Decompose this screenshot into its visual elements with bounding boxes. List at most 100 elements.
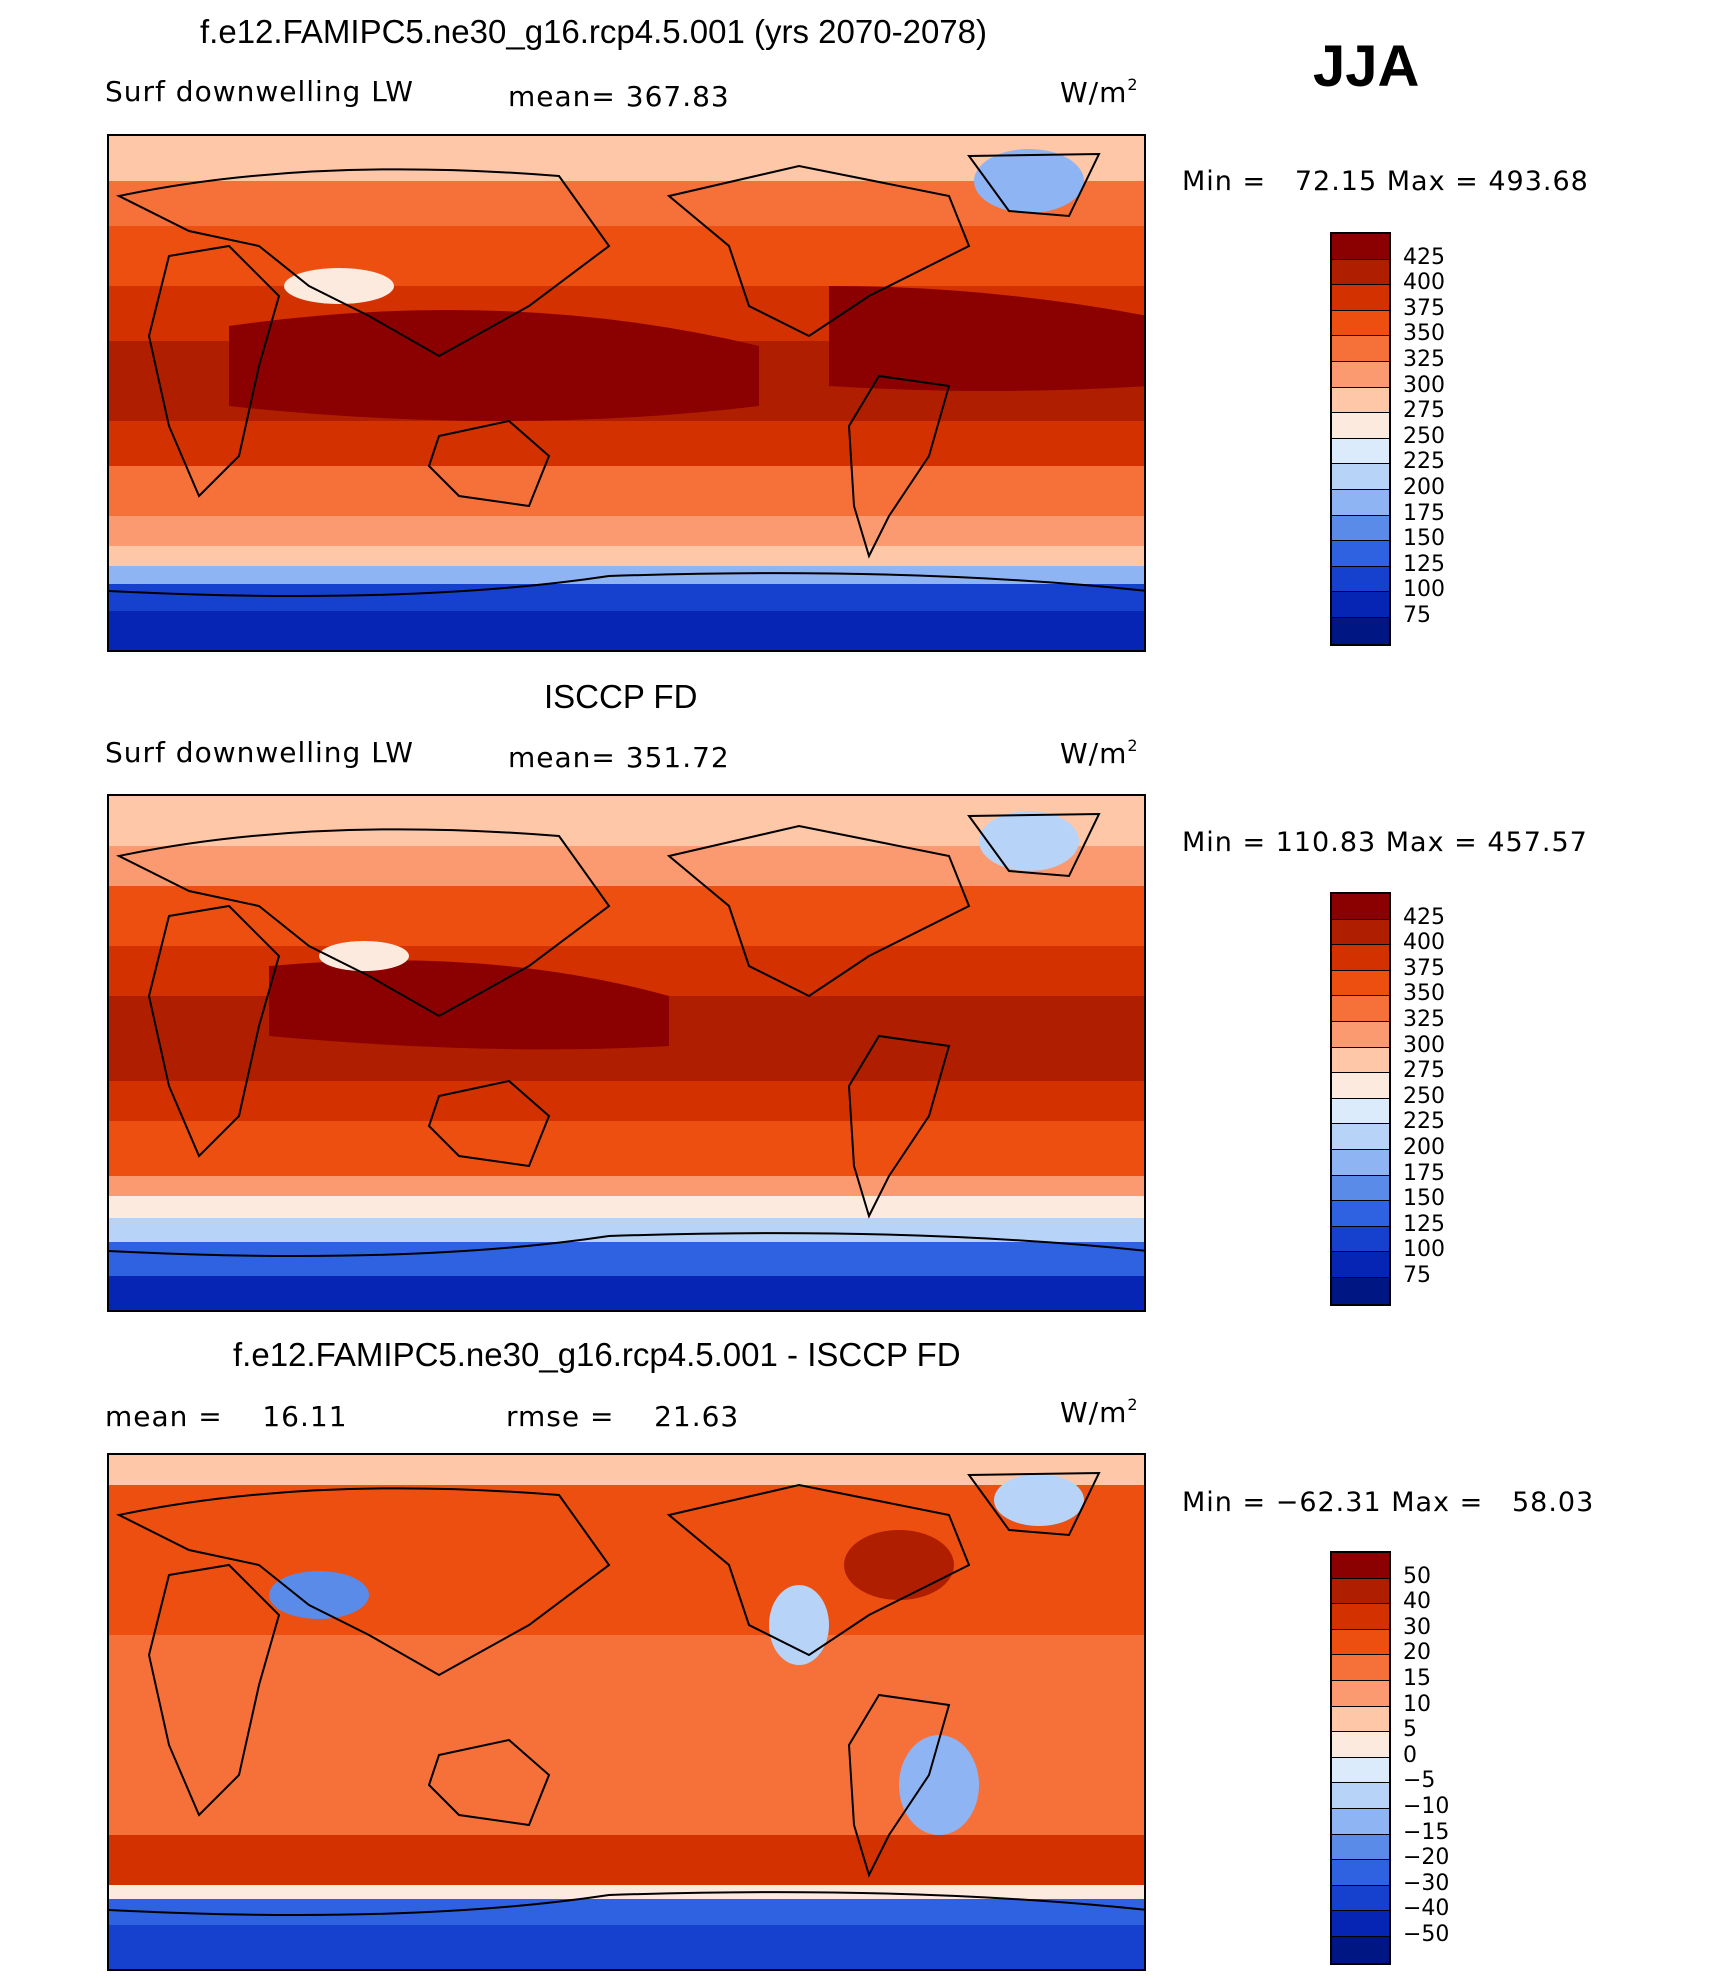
coast-australia bbox=[427, 1079, 551, 1168]
band-antarctic-core bbox=[109, 1925, 1144, 1969]
panel-1-colorbar bbox=[1330, 232, 1391, 646]
colorbar-tick-label: 15 bbox=[1403, 1666, 1431, 1691]
colorbar-box bbox=[1332, 945, 1389, 971]
colorbar-box bbox=[1332, 310, 1389, 337]
colorbar-tick-label: 350 bbox=[1403, 981, 1445, 1007]
colorbar-box bbox=[1332, 387, 1389, 414]
panel-1-map bbox=[107, 134, 1146, 652]
coast-north-america bbox=[666, 1483, 971, 1657]
band-north bbox=[109, 1485, 1144, 1635]
colorbar-tick-label: −40 bbox=[1403, 1896, 1450, 1922]
colorbar-tick-label: 125 bbox=[1403, 551, 1445, 577]
colorbar-tick-label: 300 bbox=[1403, 372, 1445, 398]
colorbar-box bbox=[1332, 259, 1389, 286]
band-tropics-s bbox=[109, 421, 1144, 466]
band-north-high bbox=[109, 846, 1144, 886]
colorbar-tick-label: 375 bbox=[1403, 295, 1445, 321]
band-arctic bbox=[109, 1455, 1144, 1485]
panel-3-mean-label: mean = 16.11 bbox=[105, 1400, 348, 1433]
band-ice-edge bbox=[109, 1885, 1144, 1899]
colorbar-box bbox=[1332, 1201, 1389, 1227]
colorbar-box bbox=[1332, 1783, 1389, 1809]
colorbar-tick-label: 225 bbox=[1403, 1109, 1445, 1135]
coast-australia bbox=[427, 419, 551, 508]
colorbar-box bbox=[1332, 1073, 1389, 1099]
colorbar-box bbox=[1332, 894, 1389, 920]
na-warm-anomaly bbox=[844, 1530, 954, 1600]
panel-3-map bbox=[107, 1453, 1146, 1971]
coast-greenland bbox=[967, 1471, 1101, 1537]
band-antarctic-core bbox=[109, 1276, 1144, 1310]
colorbar-box bbox=[1332, 1885, 1389, 1912]
band-south-high bbox=[109, 1176, 1144, 1196]
colorbar-tick-label: 275 bbox=[1403, 398, 1445, 424]
colorbar-box bbox=[1332, 617, 1389, 644]
colorbar-tick-label: 125 bbox=[1403, 1211, 1445, 1237]
panel-3-minmax: Min = −62.31 Max = 58.03 bbox=[1182, 1487, 1595, 1518]
panel-2-variable-label: Surf downwelling LW bbox=[105, 736, 414, 769]
coast-south-america bbox=[847, 374, 951, 559]
colorbar-tick-label: −30 bbox=[1403, 1870, 1450, 1896]
colorbar-tick-label: 150 bbox=[1403, 1186, 1445, 1212]
panel-1-variable-label: Surf downwelling LW bbox=[105, 75, 414, 108]
colorbar-tick-label: 10 bbox=[1403, 1691, 1431, 1717]
coast-eurasia bbox=[115, 828, 611, 1018]
colorbar-tick-label: 75 bbox=[1403, 603, 1431, 628]
greenland-cold bbox=[974, 149, 1084, 213]
colorbar-tick-label: 175 bbox=[1403, 1160, 1445, 1186]
band-warm-pool bbox=[229, 310, 759, 421]
band-north-mid bbox=[109, 886, 1144, 946]
colorbar-tick-label: 50 bbox=[1403, 1563, 1431, 1589]
colorbar-tick-label: 275 bbox=[1403, 1058, 1445, 1084]
colorbar-box bbox=[1332, 1936, 1389, 1963]
colorbar-box bbox=[1332, 1680, 1389, 1707]
colorbar-tick-label: 325 bbox=[1403, 1007, 1445, 1032]
colorbar-box bbox=[1332, 515, 1389, 542]
colorbar-box bbox=[1332, 1021, 1389, 1048]
colorbar-box bbox=[1332, 1149, 1389, 1176]
colorbar-box bbox=[1332, 1047, 1389, 1074]
coast-antarctica bbox=[109, 1891, 1144, 1916]
panel-1-mean-label: mean= 367.83 bbox=[508, 80, 730, 113]
colorbar-tick-label: 30 bbox=[1403, 1614, 1431, 1640]
colorbar-box bbox=[1332, 1175, 1389, 1202]
season-label: JJA bbox=[1313, 34, 1420, 99]
coast-south-america bbox=[847, 1693, 951, 1878]
colorbar-tick-label: −20 bbox=[1403, 1845, 1450, 1871]
coast-eurasia bbox=[115, 1487, 611, 1677]
colorbar-box bbox=[1332, 541, 1389, 567]
colorbar-box bbox=[1332, 1860, 1389, 1886]
colorbar-box bbox=[1332, 361, 1389, 388]
asia-cold-anomaly bbox=[269, 1571, 369, 1619]
colorbar-box bbox=[1332, 1252, 1389, 1278]
andes-cold-anomaly bbox=[899, 1735, 979, 1835]
colorbar-box bbox=[1332, 1629, 1389, 1656]
coast-greenland bbox=[967, 812, 1101, 878]
colorbar-tick-label: 425 bbox=[1403, 904, 1445, 930]
colorbar-box bbox=[1332, 1124, 1389, 1150]
colorbar-box bbox=[1332, 1578, 1389, 1605]
colorbar-tick-label: 300 bbox=[1403, 1032, 1445, 1058]
panel-2-title: ISCCP FD bbox=[544, 678, 698, 715]
band-north-high bbox=[109, 181, 1144, 226]
band-southern-ocean bbox=[109, 1196, 1144, 1218]
greenland-anomaly bbox=[994, 1474, 1084, 1526]
panel-3-units: W/m2 bbox=[1060, 1395, 1139, 1429]
colorbar-box bbox=[1332, 234, 1389, 260]
band-tropics-s bbox=[109, 1081, 1144, 1121]
coast-south-america bbox=[847, 1034, 951, 1219]
colorbar-box bbox=[1332, 1604, 1389, 1630]
greenland-cold bbox=[979, 811, 1079, 871]
colorbar-box bbox=[1332, 438, 1389, 465]
colorbar-box bbox=[1332, 592, 1389, 618]
colorbar-box bbox=[1332, 413, 1389, 439]
band-warm-atlantic bbox=[829, 286, 1144, 391]
colorbar-tick-label: 425 bbox=[1403, 244, 1445, 270]
colorbar-box bbox=[1332, 1655, 1389, 1681]
band-south-warm bbox=[109, 1835, 1144, 1885]
panel-2-colorbar bbox=[1330, 892, 1391, 1306]
colorbar-box bbox=[1332, 1226, 1389, 1253]
colorbar-box bbox=[1332, 970, 1389, 997]
colorbar-tick-label: 175 bbox=[1403, 500, 1445, 526]
colorbar-box bbox=[1332, 1732, 1389, 1758]
